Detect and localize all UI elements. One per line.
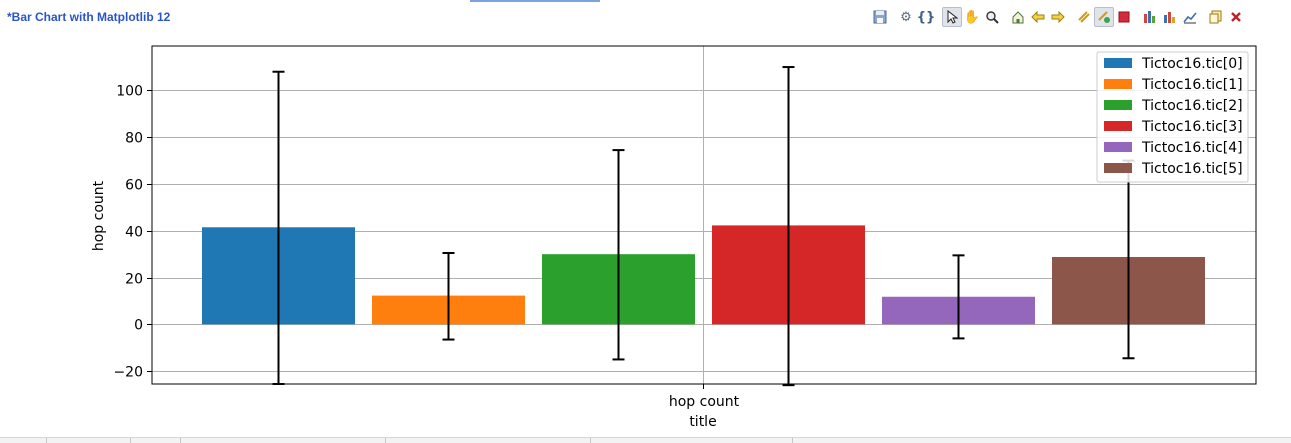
legend-label-0: Tictoc16.tic[0] [1141, 56, 1243, 72]
line-export-icon[interactable] [1180, 7, 1200, 27]
y-tick-label: 60 [125, 178, 143, 194]
zoom-icon[interactable] [982, 7, 1002, 27]
copy-icon[interactable] [1206, 7, 1226, 27]
x-tick-label: hop count [669, 394, 740, 410]
pointer-icon[interactable] [942, 7, 962, 27]
chart-toolbar: ⚙ {} ✋ [870, 7, 1246, 27]
gear-icon[interactable]: ⚙ [900, 9, 912, 25]
bar-chart-icon[interactable] [1140, 7, 1160, 27]
active-tab-indicator [470, 0, 600, 2]
y-tick-label: 40 [125, 225, 143, 241]
y-tick-label: −20 [113, 365, 143, 381]
legend-swatch-5 [1104, 163, 1132, 173]
legend-label-5: Tictoc16.tic[5] [1141, 161, 1243, 177]
braces-icon[interactable]: {} [916, 9, 936, 25]
bottom-tab-strip [0, 437, 1291, 443]
y-tick-label: 20 [125, 272, 143, 288]
y-tick-label: 100 [116, 84, 143, 100]
legend-label-4: Tictoc16.tic[4] [1141, 140, 1243, 156]
legend-label-3: Tictoc16.tic[3] [1141, 119, 1243, 135]
hand-icon[interactable]: ✋ [963, 9, 981, 25]
save-icon[interactable] [870, 7, 890, 27]
bar-chart-export-icon[interactable] [1160, 7, 1180, 27]
legend-swatch-0 [1104, 58, 1132, 68]
y-tick-label: 0 [134, 318, 143, 334]
legend: Tictoc16.tic[0] Tictoc16.tic[1] Tictoc16.t… [1096, 51, 1249, 183]
editor-title: *Bar Chart with Matplotlib 12 [7, 10, 171, 24]
y-axis-label: hop count [91, 180, 107, 251]
link-icon[interactable] [1074, 7, 1094, 27]
link-active-icon[interactable] [1094, 7, 1114, 27]
legend-label-1: Tictoc16.tic[1] [1141, 77, 1243, 93]
forward-arrow-icon[interactable] [1048, 7, 1068, 27]
back-arrow-icon[interactable] [1028, 7, 1048, 27]
y-axis-ticks: −20 0 20 40 60 80 100 [113, 84, 152, 381]
legend-box [1096, 51, 1249, 183]
legend-swatch-1 [1104, 79, 1132, 89]
legend-swatch-4 [1104, 142, 1132, 152]
stop-icon[interactable] [1114, 7, 1134, 27]
close-icon[interactable] [1226, 7, 1246, 27]
grid-layer [152, 46, 1256, 384]
home-icon[interactable] [1008, 7, 1028, 27]
chart-title: title [689, 414, 716, 430]
legend-swatch-3 [1104, 121, 1132, 131]
y-tick-label: 80 [125, 131, 143, 147]
legend-label-2: Tictoc16.tic[2] [1141, 98, 1243, 114]
legend-swatch-2 [1104, 100, 1132, 110]
